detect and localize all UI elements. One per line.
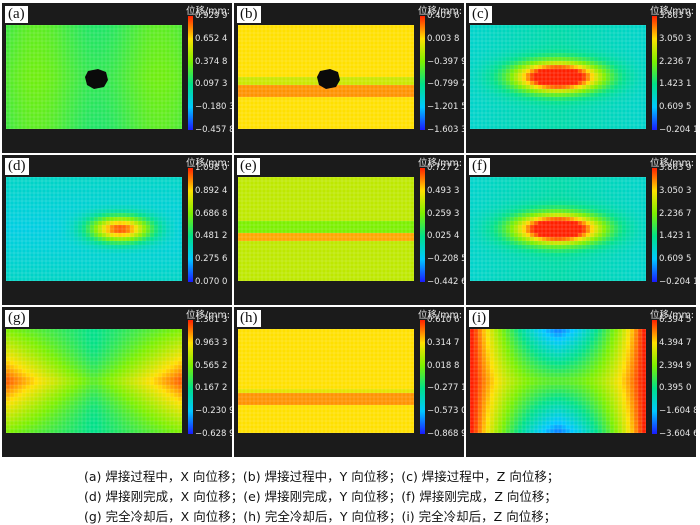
displacement-field-plot — [6, 177, 182, 281]
panel-label: (f) — [469, 158, 490, 175]
colorbar-tick-label: 0.565 2 — [195, 362, 227, 371]
colorbar-tick-label: 0.003 8 — [427, 35, 459, 44]
colorbar-tick-label: −1.604 8 — [659, 407, 696, 416]
colorbar-tick-label: 0.609 5 — [659, 103, 691, 112]
displacement-field-plot — [238, 177, 414, 281]
colorbar-tick-label: −0.397 9 — [427, 58, 464, 67]
colorbar-tick-label: 0.097 3 — [195, 80, 227, 89]
colorbar-tick-label: 0.070 0 — [195, 278, 227, 287]
colorbar-tick-label: 0.652 4 — [195, 35, 227, 44]
panel-label: (c) — [469, 6, 492, 23]
panel-label: (g) — [5, 310, 29, 327]
colorbar-tick-label: 3.863 9 — [659, 12, 691, 21]
colorbar-tick-label: 0.025 4 — [427, 232, 459, 241]
colorbar-tick-label: 0.686 8 — [195, 210, 227, 219]
colorbar-tick-label: −0.180 3 — [195, 103, 232, 112]
displacement-field-plot — [6, 329, 182, 433]
panel-label: (b) — [237, 6, 261, 23]
colorbar-tick-label: 0.405 6 — [427, 12, 459, 21]
colorbar-tick-label: 1.423 1 — [659, 232, 691, 241]
colorbar-tick-label: −0.628 9 — [195, 430, 232, 439]
colorbar-tick-label: 0.963 3 — [195, 339, 227, 348]
colorbar-tick-label: 1.423 1 — [659, 80, 691, 89]
colorbar-tick-label: −0.230 9 — [195, 407, 232, 416]
caption-line-2: (d) 焊接刚完成，X 向位移；(e) 焊接刚完成，Y 向位移；(f) 焊接刚完… — [84, 486, 557, 505]
colorbar-tick-label: 0.018 8 — [427, 362, 459, 371]
colorbar-tick-label: 4.394 7 — [659, 339, 691, 348]
panel-label: (e) — [237, 158, 260, 175]
panel-label: (h) — [237, 310, 261, 327]
panel-label: (a) — [5, 6, 28, 23]
colorbar-tick-label: 2.236 7 — [659, 58, 691, 67]
caption-line-1: (a) 焊接过程中，X 向位移；(b) 焊接过程中，Y 向位移；(c) 焊接过程… — [84, 466, 559, 485]
panel-label: (i) — [469, 310, 489, 327]
colorbar — [652, 16, 657, 130]
colorbar-tick-label: 1.098 0 — [195, 164, 227, 173]
colorbar — [420, 16, 425, 130]
panel-label: (d) — [5, 158, 29, 175]
colorbar — [420, 168, 425, 282]
colorbar-tick-label: 0.610 6 — [427, 316, 459, 325]
colorbar — [652, 168, 657, 282]
colorbar-tick-label: 0.929 9 — [195, 12, 227, 21]
colorbar-tick-label: −1.201 5 — [427, 103, 464, 112]
colorbar-tick-label: 1.361 3 — [195, 316, 227, 325]
caption-line-3: (g) 完全冷却后，X 向位移；(h) 完全冷却后，Y 向位移；(i) 完全冷却… — [84, 506, 556, 525]
colorbar-tick-label: 0.167 2 — [195, 384, 227, 393]
colorbar — [652, 320, 657, 434]
colorbar-tick-label: 0.481 2 — [195, 232, 227, 241]
displacement-field-plot — [470, 25, 646, 129]
colorbar — [188, 16, 193, 130]
colorbar-tick-label: −1.603 3 — [427, 126, 464, 135]
colorbar-tick-label: 0.727 2 — [427, 164, 459, 173]
displacement-field-plot — [238, 25, 414, 129]
colorbar-tick-label: −0.868 9 — [427, 430, 464, 439]
colorbar-tick-label: −0.457 8 — [195, 126, 232, 135]
colorbar-tick-label: −0.573 0 — [427, 407, 464, 416]
colorbar-tick-label: 0.314 7 — [427, 339, 459, 348]
colorbar-tick-label: 2.394 9 — [659, 362, 691, 371]
colorbar-tick-label: −0.204 1 — [659, 278, 696, 287]
colorbar-tick-label: −0.277 1 — [427, 384, 464, 393]
displacement-field-plot — [470, 329, 646, 433]
displacement-field-plot — [470, 177, 646, 281]
colorbar-tick-label: 0.275 6 — [195, 255, 227, 264]
displacement-field-plot — [238, 329, 414, 433]
colorbar-tick-label: 0.609 5 — [659, 255, 691, 264]
colorbar-tick-label: 3.863 9 — [659, 164, 691, 173]
colorbar — [188, 320, 193, 434]
colorbar-tick-label: 3.050 3 — [659, 187, 691, 196]
colorbar-tick-label: 0.374 8 — [195, 58, 227, 67]
colorbar-tick-label: 0.892 4 — [195, 187, 227, 196]
colorbar-tick-label: −0.204 1 — [659, 126, 696, 135]
colorbar-tick-label: −0.442 6 — [427, 278, 464, 287]
colorbar-tick-label: 0.395 0 — [659, 384, 691, 393]
colorbar-tick-label: −3.604 6 — [659, 430, 696, 439]
colorbar — [420, 320, 425, 434]
colorbar-tick-label: −0.208 5 — [427, 255, 464, 264]
colorbar-tick-label: 2.236 7 — [659, 210, 691, 219]
colorbar-tick-label: 0.259 3 — [427, 210, 459, 219]
displacement-field-plot — [6, 25, 182, 129]
colorbar-tick-label: −0.799 7 — [427, 80, 464, 89]
colorbar-tick-label: 3.050 3 — [659, 35, 691, 44]
colorbar-tick-label: 6.394 5 — [659, 316, 691, 325]
colorbar — [188, 168, 193, 282]
colorbar-tick-label: 0.493 3 — [427, 187, 459, 196]
